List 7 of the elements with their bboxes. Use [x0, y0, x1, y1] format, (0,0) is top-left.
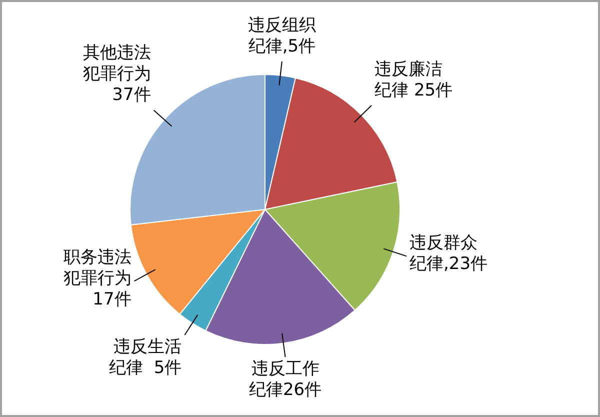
slice-label: 违反廉洁纪律 25件: [374, 59, 453, 100]
slice-label: 违反群众纪律,23件: [409, 233, 488, 274]
slice-label: 其他违法犯罪行为37件: [82, 43, 151, 106]
slice-label: 违反工作纪律26件: [248, 359, 322, 400]
slice-label: 职务违法犯罪行为17件: [63, 247, 132, 310]
slice-label: 违反组织纪律,5件: [248, 15, 316, 56]
slice-label: 违反生活纪律 5件: [109, 336, 182, 378]
